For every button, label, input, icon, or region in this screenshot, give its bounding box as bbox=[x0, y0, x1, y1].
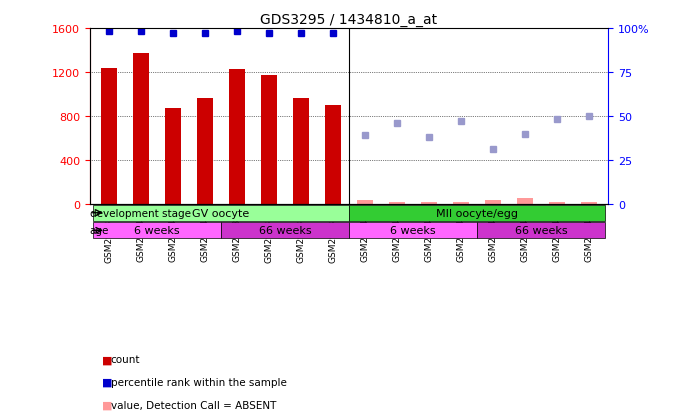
Text: age: age bbox=[90, 226, 109, 236]
Bar bbox=[293, 99, 309, 204]
Bar bbox=[229, 69, 245, 204]
Text: 66 weeks: 66 weeks bbox=[515, 226, 567, 236]
Bar bbox=[517, 198, 533, 204]
FancyBboxPatch shape bbox=[477, 223, 605, 239]
Text: ■: ■ bbox=[102, 377, 113, 387]
Bar bbox=[101, 69, 117, 204]
Text: MII oocyte/egg: MII oocyte/egg bbox=[436, 208, 518, 218]
Bar bbox=[549, 202, 565, 204]
Bar bbox=[581, 202, 597, 204]
Text: 66 weeks: 66 weeks bbox=[258, 226, 311, 236]
Bar bbox=[133, 54, 149, 204]
Bar bbox=[357, 201, 373, 204]
Bar bbox=[197, 99, 213, 204]
Bar bbox=[421, 202, 437, 204]
Bar bbox=[453, 202, 469, 204]
Text: percentile rank within the sample: percentile rank within the sample bbox=[111, 377, 287, 387]
Text: ■: ■ bbox=[102, 354, 113, 364]
FancyBboxPatch shape bbox=[93, 223, 221, 239]
Text: value, Detection Call = ABSENT: value, Detection Call = ABSENT bbox=[111, 400, 276, 410]
Bar bbox=[389, 202, 405, 204]
Bar bbox=[485, 200, 501, 204]
Text: ■: ■ bbox=[102, 400, 113, 410]
Bar bbox=[165, 109, 181, 204]
FancyBboxPatch shape bbox=[349, 205, 605, 221]
Title: GDS3295 / 1434810_a_at: GDS3295 / 1434810_a_at bbox=[261, 12, 437, 26]
FancyBboxPatch shape bbox=[93, 205, 349, 221]
Bar bbox=[261, 76, 277, 204]
Text: GV oocyte: GV oocyte bbox=[192, 208, 249, 218]
Text: development stage: development stage bbox=[90, 208, 191, 218]
Text: 6 weeks: 6 weeks bbox=[390, 226, 436, 236]
Text: count: count bbox=[111, 354, 140, 364]
FancyBboxPatch shape bbox=[221, 223, 349, 239]
Text: 6 weeks: 6 weeks bbox=[134, 226, 180, 236]
FancyBboxPatch shape bbox=[349, 223, 477, 239]
Bar bbox=[325, 106, 341, 204]
